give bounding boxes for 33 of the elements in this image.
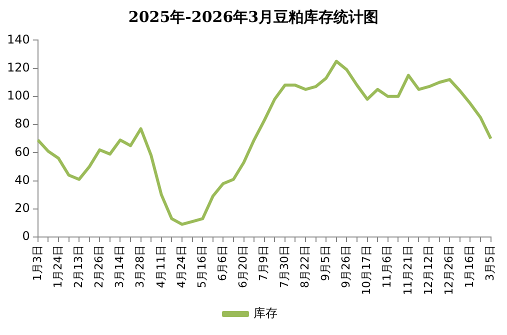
x-tick-label: 1月24日	[51, 245, 64, 288]
x-tick-label: 11月6日	[380, 245, 394, 288]
x-tick-label: 11月21日	[401, 245, 414, 296]
x-tick-label: 1月3日	[30, 245, 44, 282]
x-tick-label: 2月26日	[92, 245, 106, 288]
x-tick-label: 6月20日	[236, 245, 250, 288]
x-tick-label: 4月24日	[174, 245, 188, 288]
x-tick-label: 4月11日	[154, 245, 168, 288]
x-tick-label: 6月6日	[216, 245, 230, 282]
y-tick-label: 20	[14, 201, 30, 216]
y-tick-label: 100	[7, 88, 30, 103]
x-tick-label: 12月12日	[422, 245, 435, 296]
y-tick-label: 0	[22, 229, 30, 244]
x-tick-label: 10月17日	[360, 245, 374, 296]
x-tick-label: 9月26日	[340, 245, 353, 288]
y-tick-label: 60	[14, 144, 30, 159]
chart-title: 2025年-2026年3月豆粕库存统计图	[127, 8, 380, 28]
x-tick-label: 7月30日	[278, 245, 291, 288]
x-tick-label: 8月22日	[298, 245, 312, 288]
y-tick-label: 40	[14, 172, 30, 187]
y-tick-label: 80	[14, 116, 30, 131]
y-tick-label: 120	[7, 60, 30, 74]
x-tick-label: 3月5日	[484, 245, 497, 282]
x-tick-label: 12月26日	[442, 245, 456, 296]
x-tick-label: 7月9日	[257, 245, 270, 282]
x-tick-label: 2月13日	[72, 245, 85, 288]
x-tick-label: 9月5日	[318, 245, 332, 282]
y-tick-label: 140	[7, 32, 30, 46]
x-tick-label: 3月28日	[134, 245, 147, 288]
legend-label: 库存	[254, 306, 278, 320]
x-tick-label: 3月14日	[113, 245, 126, 288]
x-tick-label: 1月16日	[463, 245, 476, 288]
x-tick-label: 5月16日	[195, 245, 208, 288]
